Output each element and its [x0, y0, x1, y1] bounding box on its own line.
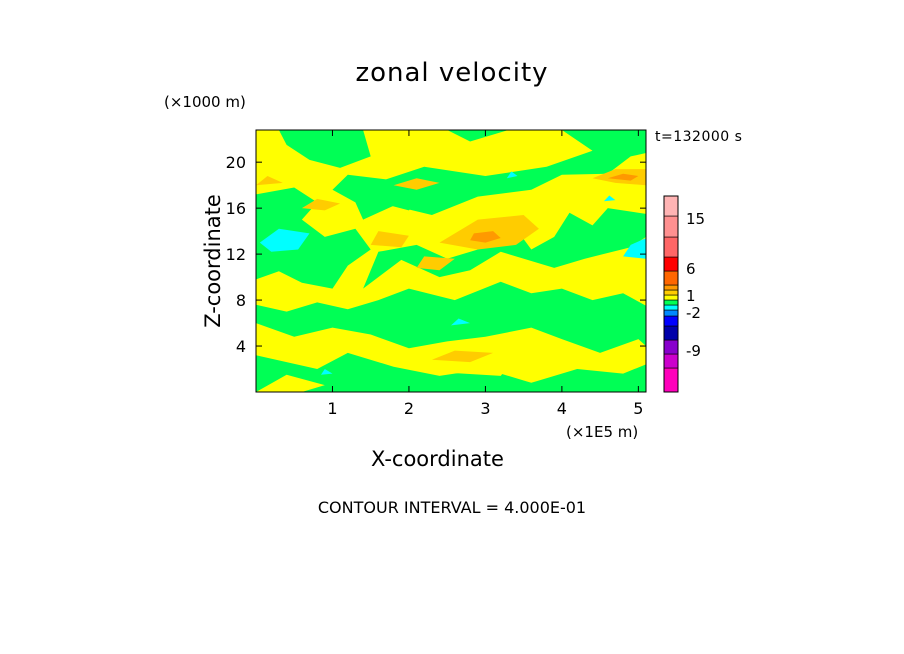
colorbar-segment-15 [663, 195, 679, 217]
field-region-light_orange-16 [431, 350, 494, 363]
x-tick-label-5: 5 [633, 399, 643, 418]
field-region-yellow-10 [256, 374, 325, 392]
colorbar-segment-12 [663, 256, 679, 272]
contour-interval-text: CONTOUR INTERVAL = 4.000E-01 [317, 498, 587, 517]
field-region-orange-20 [607, 173, 639, 181]
x-axis-unit: (×1E5 m) [566, 423, 639, 441]
field-region-light_orange-12 [370, 231, 409, 248]
field-region-light_orange-17 [393, 178, 440, 190]
colorbar-label-1: 6 [686, 260, 696, 278]
field-region-cyan-25 [321, 369, 333, 375]
x-axis-label: X-coordinate [371, 447, 504, 471]
field-region-cyan-22 [623, 238, 646, 259]
x-tick-label-2: 2 [404, 399, 414, 418]
colorbar-segment-10 [663, 284, 679, 291]
colorbar-frame [663, 195, 679, 393]
time-label: t=132000 s [655, 129, 743, 145]
z-tick-label-16: 16 [226, 199, 246, 218]
field-region-green-2 [256, 187, 371, 289]
z-tick-label-4: 4 [236, 337, 246, 356]
x-tick-label-3: 3 [480, 399, 490, 418]
field-region-light_orange-13 [416, 256, 455, 271]
colorbar-label-2: 1 [686, 287, 696, 305]
field-region-cyan-21 [259, 228, 310, 252]
z-tick-label-12: 12 [226, 245, 246, 264]
plot-frame [255, 129, 647, 393]
z-tick-label-8: 8 [236, 291, 246, 310]
colorbar-segment-1 [663, 353, 679, 369]
z-axis-unit: (×1000 m) [164, 93, 246, 111]
colorbar-segment-3 [663, 325, 679, 341]
colorbar-segment-2 [663, 339, 679, 355]
field-region-cyan-23 [451, 318, 471, 326]
x-tick-label-4: 4 [557, 399, 567, 418]
z-tick-label-20: 20 [226, 153, 246, 172]
field-region-light_orange-14 [301, 198, 341, 211]
colorbar-segment-7 [663, 299, 679, 306]
colorbar-segment-5 [663, 309, 679, 317]
zonal-velocity-field [256, 130, 646, 392]
field-region-yellow-9 [561, 263, 624, 287]
field-region-light_orange-18 [256, 176, 283, 186]
field-region-green-0 [278, 130, 371, 168]
colorbar-segment-9 [663, 289, 679, 296]
field-region-orange-19 [470, 231, 501, 243]
colorbar: 15 6 1-2 -9 [663, 195, 705, 393]
colorbar-segment-4 [663, 315, 679, 327]
colorbar-label-4: -9 [686, 342, 701, 360]
colorbar-label-3: -2 [686, 304, 701, 322]
chart-title: zonal velocity [355, 58, 549, 88]
field-region-cyan-26 [603, 195, 616, 202]
colorbar-segment-6 [663, 304, 679, 311]
field-region-green-7 [577, 307, 639, 328]
colorbar-segment-0 [663, 367, 679, 393]
colorbar-segment-8 [663, 294, 679, 301]
colorbar-segment-14 [663, 215, 679, 238]
colorbar-segment-11 [663, 270, 679, 286]
field-region-green-6 [378, 185, 425, 211]
field-region-cyan-24 [506, 171, 518, 179]
colorbar-segment-13 [663, 236, 679, 258]
x-tick-label-1: 1 [327, 399, 337, 418]
field-region-yellow-8 [424, 352, 516, 376]
field-region-green-5 [256, 352, 646, 392]
field-region-green-4 [256, 281, 646, 353]
colorbar-label-0: 15 [686, 210, 705, 228]
